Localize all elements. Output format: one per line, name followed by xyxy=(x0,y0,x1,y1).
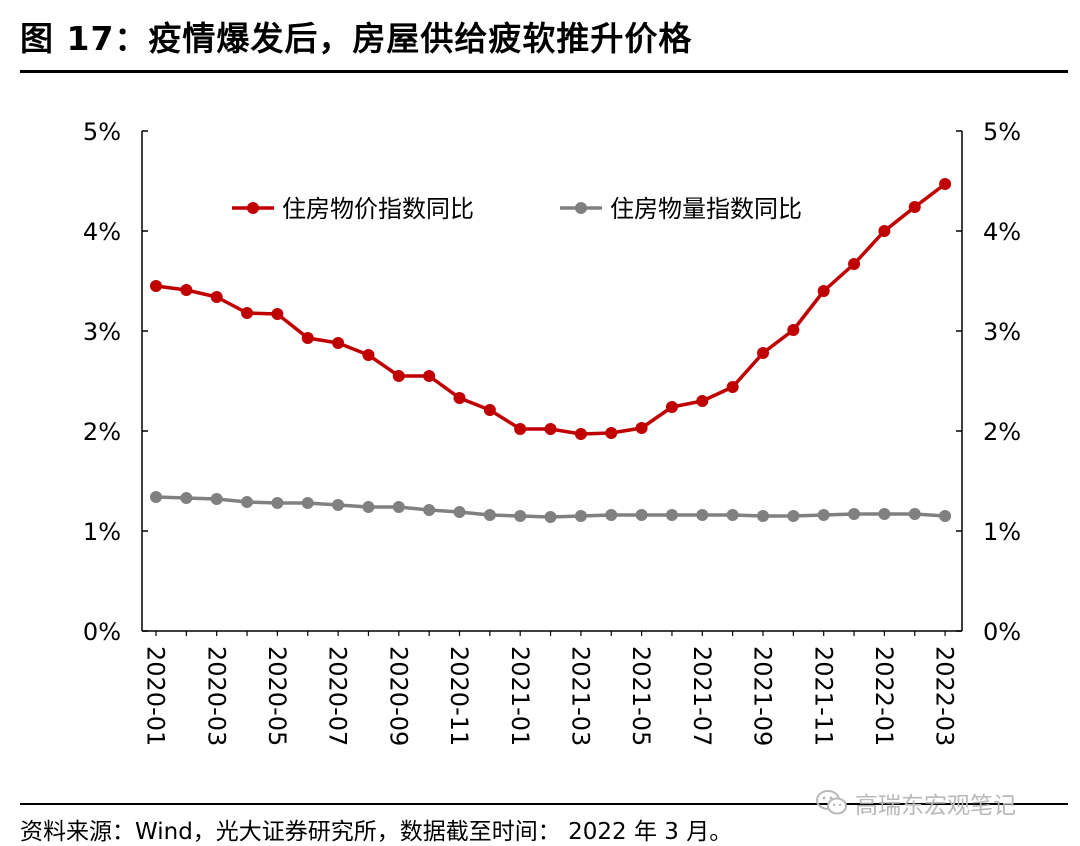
data-point xyxy=(696,395,709,407)
data-point xyxy=(665,509,678,521)
y-tick-label-left: 5% xyxy=(83,118,121,146)
data-point xyxy=(180,284,193,296)
x-tick-label: 2020-09 xyxy=(384,646,412,746)
data-point xyxy=(787,510,800,522)
legend-label: 住房物价指数同比 xyxy=(282,195,474,223)
y-tick-label-left: 4% xyxy=(83,218,121,246)
x-tick-label: 2020-07 xyxy=(324,646,352,746)
data-point xyxy=(787,324,800,336)
data-point xyxy=(301,332,314,344)
y-tick-label-right: 1% xyxy=(983,518,1021,546)
data-point xyxy=(574,428,587,440)
data-point xyxy=(241,496,254,508)
y-tick-label-left: 3% xyxy=(83,318,121,346)
data-point xyxy=(605,427,618,439)
line-chart: 0% 1% 2% 3% 4% 5% 0% 1% 2% 3% 4% 5% 2020-01 2020-03 20… xyxy=(83,118,1021,746)
y-tick-label-right: 3% xyxy=(983,318,1021,346)
data-point xyxy=(423,504,436,516)
y-tick-label-right: 4% xyxy=(983,218,1021,246)
y-tick-label-right: 2% xyxy=(983,418,1021,446)
x-tick-label: 2020-01 xyxy=(142,646,170,746)
data-point xyxy=(453,506,466,518)
data-point xyxy=(878,508,891,520)
data-point xyxy=(392,370,405,382)
x-tick-label: 2020-11 xyxy=(445,646,473,746)
data-point xyxy=(483,404,496,416)
data-point xyxy=(483,509,496,521)
data-point xyxy=(271,308,284,320)
data-point xyxy=(514,510,527,522)
y-tick-label-right: 5% xyxy=(983,118,1021,146)
data-point xyxy=(544,511,557,523)
data-point xyxy=(908,508,921,520)
legend-marker xyxy=(575,202,587,214)
data-point xyxy=(635,422,648,434)
legend-label: 住房物量指数同比 xyxy=(610,195,802,223)
data-point xyxy=(210,291,223,303)
footer-divider xyxy=(20,803,1068,805)
x-tick-label: 2020-03 xyxy=(202,646,230,746)
data-point xyxy=(362,501,375,513)
data-point xyxy=(544,423,557,435)
data-point xyxy=(757,347,769,359)
x-tick-label: 2021-03 xyxy=(567,646,595,746)
data-point xyxy=(453,392,466,404)
data-point xyxy=(726,381,739,393)
data-point xyxy=(332,337,345,349)
data-point xyxy=(908,201,921,213)
data-point xyxy=(241,307,254,319)
x-tick-label: 2021-09 xyxy=(749,646,777,746)
data-point xyxy=(939,178,952,190)
wechat-icon xyxy=(816,790,847,815)
data-point xyxy=(848,508,861,520)
watermark-text: 高瑞东宏观笔记 xyxy=(855,793,1016,819)
source-note: 资料来源：Wind，光大证券研究所，数据截至时间： 2022 年 3 月。 xyxy=(20,819,733,845)
chart-legend: 住房物价指数同比 住房物量指数同比 xyxy=(232,195,802,223)
y-tick-label-right: 0% xyxy=(983,618,1021,646)
data-point xyxy=(757,510,769,522)
x-tick-label: 2021-11 xyxy=(809,646,837,746)
data-point xyxy=(665,401,678,413)
data-point xyxy=(514,423,527,435)
data-point xyxy=(605,509,618,521)
x-tick-label: 2021-07 xyxy=(688,646,716,746)
data-point xyxy=(301,497,314,509)
data-point xyxy=(817,285,830,297)
y-tick-label-left: 1% xyxy=(83,518,121,546)
data-point xyxy=(696,509,709,521)
data-point xyxy=(574,510,587,522)
data-point xyxy=(939,510,952,522)
data-point xyxy=(150,280,162,292)
data-point xyxy=(210,493,223,505)
data-point xyxy=(848,258,861,270)
data-point xyxy=(332,499,345,511)
chart-axes: 0% 1% 2% 3% 4% 5% 0% 1% 2% 3% 4% 5% 2020-01 2020-03 20… xyxy=(83,118,1021,746)
x-tick-label: 2020-05 xyxy=(263,646,291,746)
data-point xyxy=(392,501,405,513)
y-tick-label-left: 2% xyxy=(83,418,121,446)
data-point xyxy=(878,225,891,237)
chart-title: 图 17：疫情爆发后，房屋供给疲软推升价格 xyxy=(20,19,693,58)
data-point xyxy=(150,491,162,503)
x-tick-label: 2022-01 xyxy=(870,646,898,746)
x-tick-label: 2021-05 xyxy=(627,646,655,746)
data-point xyxy=(180,492,193,504)
data-point xyxy=(817,509,830,521)
data-point xyxy=(362,349,375,361)
watermark: 高瑞东宏观笔记 xyxy=(815,786,1016,820)
legend-marker xyxy=(247,202,259,214)
data-point xyxy=(423,370,436,382)
title-divider xyxy=(20,70,1068,73)
y-tick-label-left: 0% xyxy=(83,618,121,646)
chart-series xyxy=(150,178,952,523)
data-point xyxy=(635,509,648,521)
data-point xyxy=(271,497,284,509)
x-tick-label: 2021-01 xyxy=(506,646,534,746)
x-tick-label: 2022-03 xyxy=(931,646,959,746)
data-point xyxy=(726,509,739,521)
